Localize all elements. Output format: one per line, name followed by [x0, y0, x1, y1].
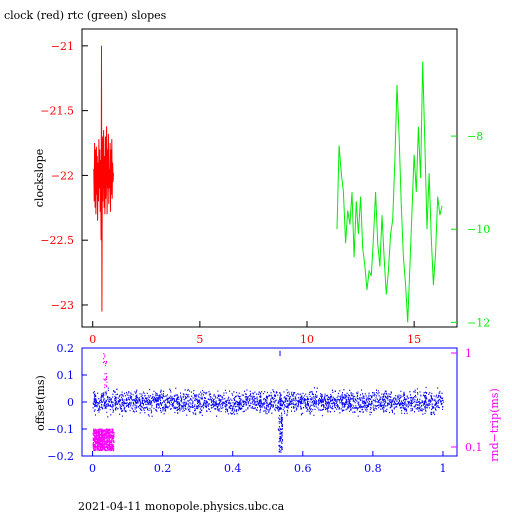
top-plot: clockslope −21−21.5−22−22.5−23 −8−10−12 …	[33, 28, 490, 346]
top-x-tick-label: 5	[196, 333, 203, 346]
series-rtc	[336, 61, 443, 323]
footer-text: 2021-04-11 monopole.physics.ubc.ca	[78, 500, 285, 512]
bottom-x-tick-label: 0.6	[294, 462, 312, 475]
chart-title: clock (red) rtc (green) slopes	[4, 9, 167, 22]
top-ylabel: clockslope	[33, 149, 46, 207]
series-offset	[92, 386, 444, 418]
bottom-left-tick-label: −0.2	[47, 450, 74, 463]
bottom-left-tick-label: −0.1	[47, 423, 74, 436]
bottom-ylabel-right: rnd−trip(ms)	[488, 388, 501, 462]
bottom-right-axis: 10.1	[451, 347, 483, 454]
top-x-tick-label: 10	[300, 333, 314, 346]
bottom-x-tick-label: 0.2	[154, 462, 172, 475]
offset-dip	[277, 404, 283, 453]
top-left-tick-label: −21	[51, 40, 74, 53]
top-plot-frame	[81, 28, 458, 328]
bottom-ylabel: offset(ms)	[34, 375, 47, 431]
top-x-tick-label: 0	[89, 333, 96, 346]
bottom-plot: offset(ms) rnd−trip(ms) 0.20.10−0.1−0.2 …	[34, 342, 501, 475]
bottom-right-tick-label: 1	[465, 347, 472, 360]
bottom-x-tick-label: 0.8	[364, 462, 382, 475]
top-right-tick-label: −10	[467, 223, 490, 236]
bottom-x-tick-label: 0.4	[224, 462, 242, 475]
bottom-left-axis: 0.2 0.1 0 −0.1 −0.2	[47, 342, 87, 463]
bottom-x-tick-label: 1	[439, 462, 446, 475]
bottom-x-tick-label: 0	[89, 462, 96, 475]
bottom-left-tick-label: 0.1	[57, 369, 75, 382]
series-clock	[93, 45, 114, 312]
top-left-axis: −21 −21.5 −22 −22.5 −23	[40, 40, 88, 312]
top-left-tick-label: −22.5	[40, 234, 74, 247]
top-x-tick-label: 15	[407, 333, 421, 346]
top-right-axis: −8 −10 −12	[451, 130, 490, 329]
top-right-tick-label: −12	[467, 316, 490, 329]
top-x-axis: 0 5 10 15	[89, 321, 421, 346]
top-left-tick-label: −22	[51, 169, 74, 182]
bottom-series-group	[92, 350, 444, 453]
top-series-group	[93, 45, 443, 323]
top-left-tick-label: −23	[51, 299, 74, 312]
series-rnd-trip-spikes	[103, 353, 108, 389]
bottom-x-axis: 0 0.2 0.4 0.6 0.8 1	[89, 451, 446, 475]
bottom-right-tick-label: 0.1	[465, 441, 483, 454]
bottom-left-tick-label: 0	[67, 396, 74, 409]
bottom-left-tick-label: 0.2	[57, 342, 75, 355]
top-right-tick-label: −8	[467, 130, 483, 143]
series-rnd-trip	[92, 428, 115, 452]
top-left-tick-label: −21.5	[40, 105, 74, 118]
